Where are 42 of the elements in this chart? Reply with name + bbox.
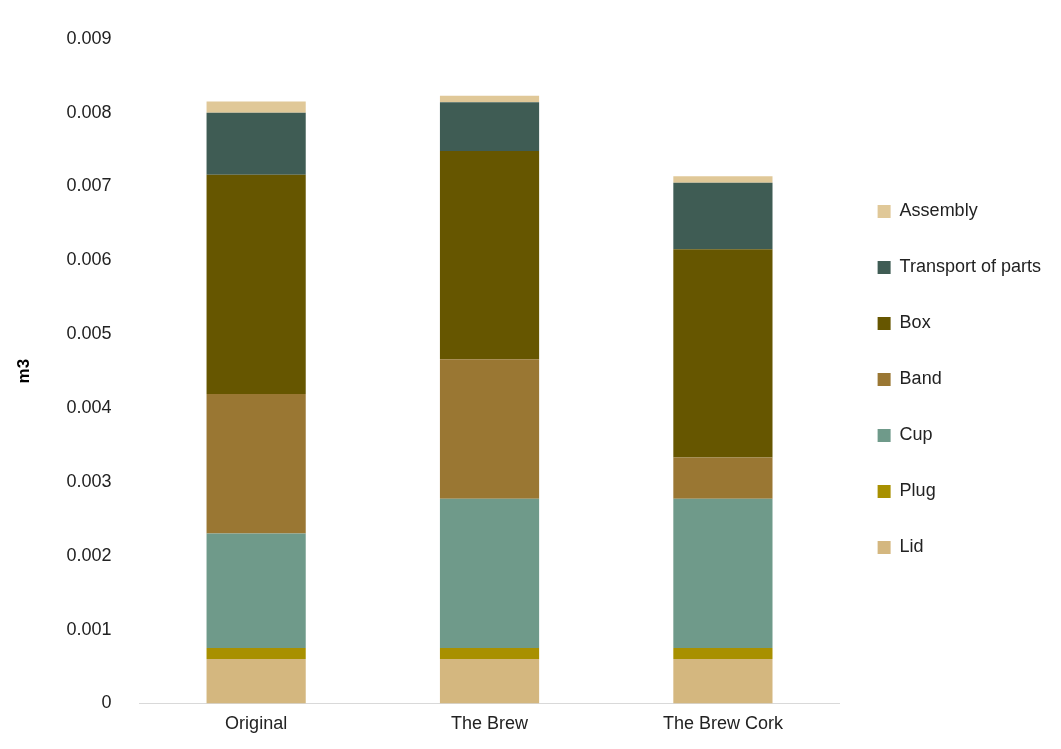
x-tick-label: The Brew Cork	[662, 713, 784, 734]
y-tick-label: 0.008	[66, 101, 112, 122]
bar	[673, 498, 773, 649]
bar	[206, 393, 306, 534]
y-tick-label: 0.007	[66, 175, 112, 196]
legend-label: Plug	[899, 480, 936, 501]
bar	[206, 174, 306, 394]
legend-label: Transport of parts	[899, 256, 1041, 277]
y-axis-title: m3	[13, 358, 33, 384]
bar	[673, 176, 773, 183]
y-tick-label: 0.002	[66, 544, 112, 565]
y-tick-label: 0	[101, 692, 112, 713]
bar	[673, 457, 773, 499]
bar	[206, 648, 306, 660]
legend-label: Cup	[899, 424, 933, 445]
bar	[439, 359, 540, 499]
bar	[439, 498, 540, 649]
y-tick-label: 0.004	[66, 396, 112, 417]
bar	[439, 102, 540, 152]
bar	[439, 95, 540, 103]
y-tick-label: 0.003	[66, 470, 112, 491]
bar	[206, 112, 306, 175]
bar	[673, 659, 773, 704]
legend-label: Assembly	[899, 200, 978, 221]
bar	[673, 249, 773, 458]
bar	[439, 648, 540, 660]
bar	[673, 182, 773, 250]
x-tick-label: The Brew	[451, 713, 530, 734]
legend-label: Lid	[899, 536, 924, 557]
y-tick-label: 0.009	[66, 27, 112, 48]
bar	[206, 101, 306, 113]
y-tick-label: 0.001	[66, 618, 112, 639]
y-tick-label: 0.006	[66, 249, 112, 270]
bar	[439, 659, 540, 704]
bar	[673, 648, 773, 660]
legend-label: Box	[899, 312, 931, 333]
x-tick-label: Original	[225, 713, 288, 734]
y-tick-label: 0.005	[66, 323, 112, 344]
bar	[439, 151, 540, 360]
legend-label: Band	[899, 368, 942, 389]
bar	[206, 659, 306, 704]
bar	[206, 533, 306, 649]
